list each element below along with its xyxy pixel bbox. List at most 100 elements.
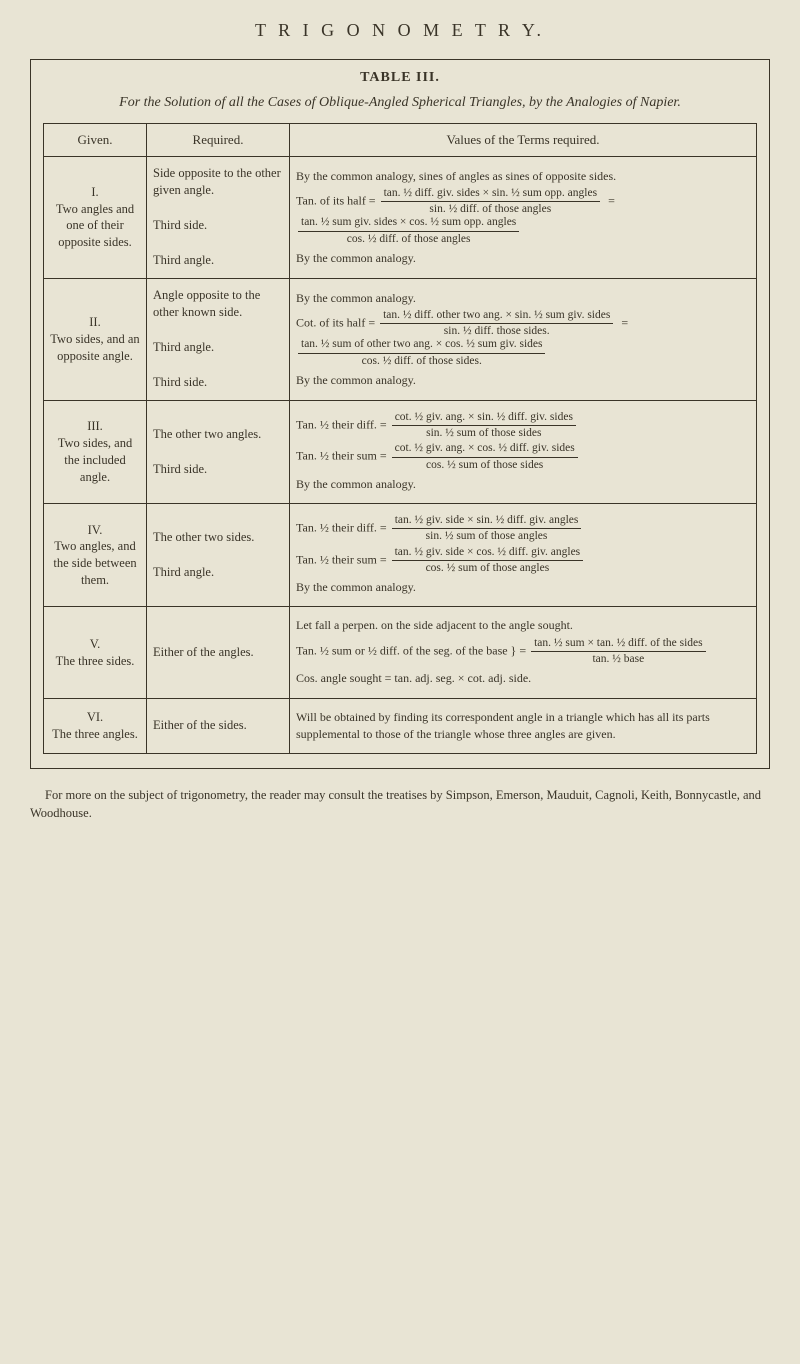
eq-prefix: Cot. of its half = xyxy=(296,315,375,329)
value-line: Tan. ½ their sum = cot. ½ giv. ang. × co… xyxy=(296,442,750,471)
given-cell-2: II. Two sides, and an opposite angle. xyxy=(44,278,147,400)
roman-4: IV. xyxy=(88,523,103,537)
table-row: II. Two sides, and an opposite angle. An… xyxy=(44,278,757,400)
fraction: tan. ½ diff. other two ang. × sin. ½ sum… xyxy=(380,309,613,338)
value-line: By the common analogy. xyxy=(296,372,750,389)
value-line: Tan. ½ their diff. = tan. ½ giv. side × … xyxy=(296,514,750,543)
eq-prefix: Tan. ½ their sum = xyxy=(296,449,387,463)
value-line: By the common analogy, sines of angles a… xyxy=(296,168,750,185)
value-line: Tan. of its half = tan. ½ diff. giv. sid… xyxy=(296,187,750,246)
value-line: By the common analogy. xyxy=(296,250,750,267)
values-cell-5: Let fall a perpen. on the side adjacent … xyxy=(290,607,757,698)
values-cell-2: By the common analogy. Cot. of its half … xyxy=(290,278,757,400)
frac-num: cot. ½ giv. ang. × sin. ½ diff. giv. sid… xyxy=(392,411,576,426)
frac-den: sin. ½ sum of those angles xyxy=(392,529,582,543)
required-item: Angle opposite to the other known side. xyxy=(153,287,283,322)
table-row: I. Two angles and one of their opposite … xyxy=(44,156,757,278)
given-cell-5: V. The three sides. xyxy=(44,607,147,698)
values-cell-4: Tan. ½ their diff. = tan. ½ giv. side × … xyxy=(290,504,757,607)
table-header-row: Given. Required. Values of the Terms req… xyxy=(44,123,757,156)
header-required: Required. xyxy=(147,123,290,156)
fraction: tan. ½ sum of other two ang. × cos. ½ su… xyxy=(298,338,545,367)
given-cell-1: I. Two angles and one of their opposite … xyxy=(44,156,147,278)
given-text-6: The three angles. xyxy=(52,727,138,741)
given-text-3: Two sides, and the included angle. xyxy=(58,436,132,484)
required-item: Side opposite to the other given angle. xyxy=(153,165,283,200)
roman-3: III. xyxy=(87,419,103,433)
fraction: cot. ½ giv. ang. × cos. ½ diff. giv. sid… xyxy=(392,442,578,471)
given-text-5: The three sides. xyxy=(56,654,135,668)
footnote: For more on the subject of trigonometry,… xyxy=(30,787,770,822)
page-title: T R I G O N O M E T R Y. xyxy=(30,20,770,41)
required-item: Either of the sides. xyxy=(153,717,283,735)
value-line: Cot. of its half = tan. ½ diff. other tw… xyxy=(296,309,750,368)
frac-num: tan. ½ sum × tan. ½ diff. of the sides xyxy=(531,637,706,652)
value-line: Tan. ½ their diff. = cot. ½ giv. ang. × … xyxy=(296,411,750,440)
required-item: Third angle. xyxy=(153,564,283,582)
eq-prefix: Tan. ½ their diff. = xyxy=(296,521,387,535)
roman-6: VI. xyxy=(87,710,103,724)
frac-den: cos. ½ sum of those angles xyxy=(392,561,584,575)
required-item: The other two sides. xyxy=(153,529,283,547)
frac-num: tan. ½ giv. side × sin. ½ diff. giv. ang… xyxy=(392,514,582,529)
fraction: tan. ½ giv. side × cos. ½ diff. giv. ang… xyxy=(392,546,584,575)
roman-1: I. xyxy=(91,185,98,199)
required-item: The other two angles. xyxy=(153,426,283,444)
given-text-2: Two sides, and an opposite angle. xyxy=(50,332,139,363)
table-row: III. Two sides, and the included angle. … xyxy=(44,400,757,503)
frac-num: cot. ½ giv. ang. × cos. ½ diff. giv. sid… xyxy=(392,442,578,457)
fraction: tan. ½ diff. giv. sides × sin. ½ sum opp… xyxy=(381,187,600,216)
fraction: tan. ½ sum giv. sides × cos. ½ sum opp. … xyxy=(298,216,519,245)
table-row: VI. The three angles. Either of the side… xyxy=(44,698,757,754)
value-line: Will be obtained by finding its correspo… xyxy=(296,709,750,744)
given-cell-4: IV. Two angles, and the side between the… xyxy=(44,504,147,607)
roman-5: V. xyxy=(90,637,101,651)
required-cell-1: Side opposite to the other given angle. … xyxy=(147,156,290,278)
frac-num: tan. ½ sum giv. sides × cos. ½ sum opp. … xyxy=(298,216,519,231)
values-cell-6: Will be obtained by finding its correspo… xyxy=(290,698,757,754)
required-item: Third angle. xyxy=(153,252,283,270)
table-caption: For the Solution of all the Cases of Obl… xyxy=(43,94,757,113)
required-cell-5: Either of the angles. xyxy=(147,607,290,698)
value-line: By the common analogy. xyxy=(296,579,750,596)
frac-den: sin. ½ diff. of those angles xyxy=(381,202,600,216)
required-item: Third side. xyxy=(153,461,283,479)
given-text-1: Two angles and one of their opposite sid… xyxy=(56,202,134,250)
frac-den: cos. ½ diff. of those angles xyxy=(298,232,519,246)
given-cell-3: III. Two sides, and the included angle. xyxy=(44,400,147,503)
required-item: Third side. xyxy=(153,217,283,235)
table-row: IV. Two angles, and the side between the… xyxy=(44,504,757,607)
frac-den: sin. ½ diff. those sides. xyxy=(380,324,613,338)
fraction: tan. ½ sum × tan. ½ diff. of the sides t… xyxy=(531,637,706,666)
table-number: TABLE III. xyxy=(43,70,757,86)
required-cell-3: The other two angles. Third side. xyxy=(147,400,290,503)
given-text-4: Two angles, and the side between them. xyxy=(53,539,136,587)
value-line: Cos. angle sought = tan. adj. seg. × cot… xyxy=(296,670,750,687)
header-given: Given. xyxy=(44,123,147,156)
required-item: Third side. xyxy=(153,374,283,392)
required-cell-6: Either of the sides. xyxy=(147,698,290,754)
value-line: Let fall a perpen. on the side adjacent … xyxy=(296,617,750,634)
table-row: V. The three sides. Either of the angles… xyxy=(44,607,757,698)
frac-num: tan. ½ sum of other two ang. × cos. ½ su… xyxy=(298,338,545,353)
frac-den: cos. ½ diff. of those sides. xyxy=(298,354,545,368)
frac-den: tan. ½ base xyxy=(531,652,706,666)
main-table: Given. Required. Values of the Terms req… xyxy=(43,123,757,755)
value-line: Tan. ½ their sum = tan. ½ giv. side × co… xyxy=(296,546,750,575)
frac-den: cos. ½ sum of those sides xyxy=(392,458,578,472)
fraction: tan. ½ giv. side × sin. ½ diff. giv. ang… xyxy=(392,514,582,543)
required-cell-4: The other two sides. Third angle. xyxy=(147,504,290,607)
required-item: Third angle. xyxy=(153,339,283,357)
values-cell-3: Tan. ½ their diff. = cot. ½ giv. ang. × … xyxy=(290,400,757,503)
eq-prefix: Tan. ½ their sum = xyxy=(296,552,387,566)
required-cell-2: Angle opposite to the other known side. … xyxy=(147,278,290,400)
header-values: Values of the Terms required. xyxy=(290,123,757,156)
frac-num: tan. ½ diff. giv. sides × sin. ½ sum opp… xyxy=(381,187,600,202)
eq-prefix: Tan. of its half = xyxy=(296,193,376,207)
frac-den: sin. ½ sum of those sides xyxy=(392,426,576,440)
fraction: cot. ½ giv. ang. × sin. ½ diff. giv. sid… xyxy=(392,411,576,440)
eq-prefix: Tan. ½ their diff. = xyxy=(296,417,387,431)
frac-num: tan. ½ giv. side × cos. ½ diff. giv. ang… xyxy=(392,546,584,561)
values-cell-1: By the common analogy, sines of angles a… xyxy=(290,156,757,278)
given-cell-6: VI. The three angles. xyxy=(44,698,147,754)
